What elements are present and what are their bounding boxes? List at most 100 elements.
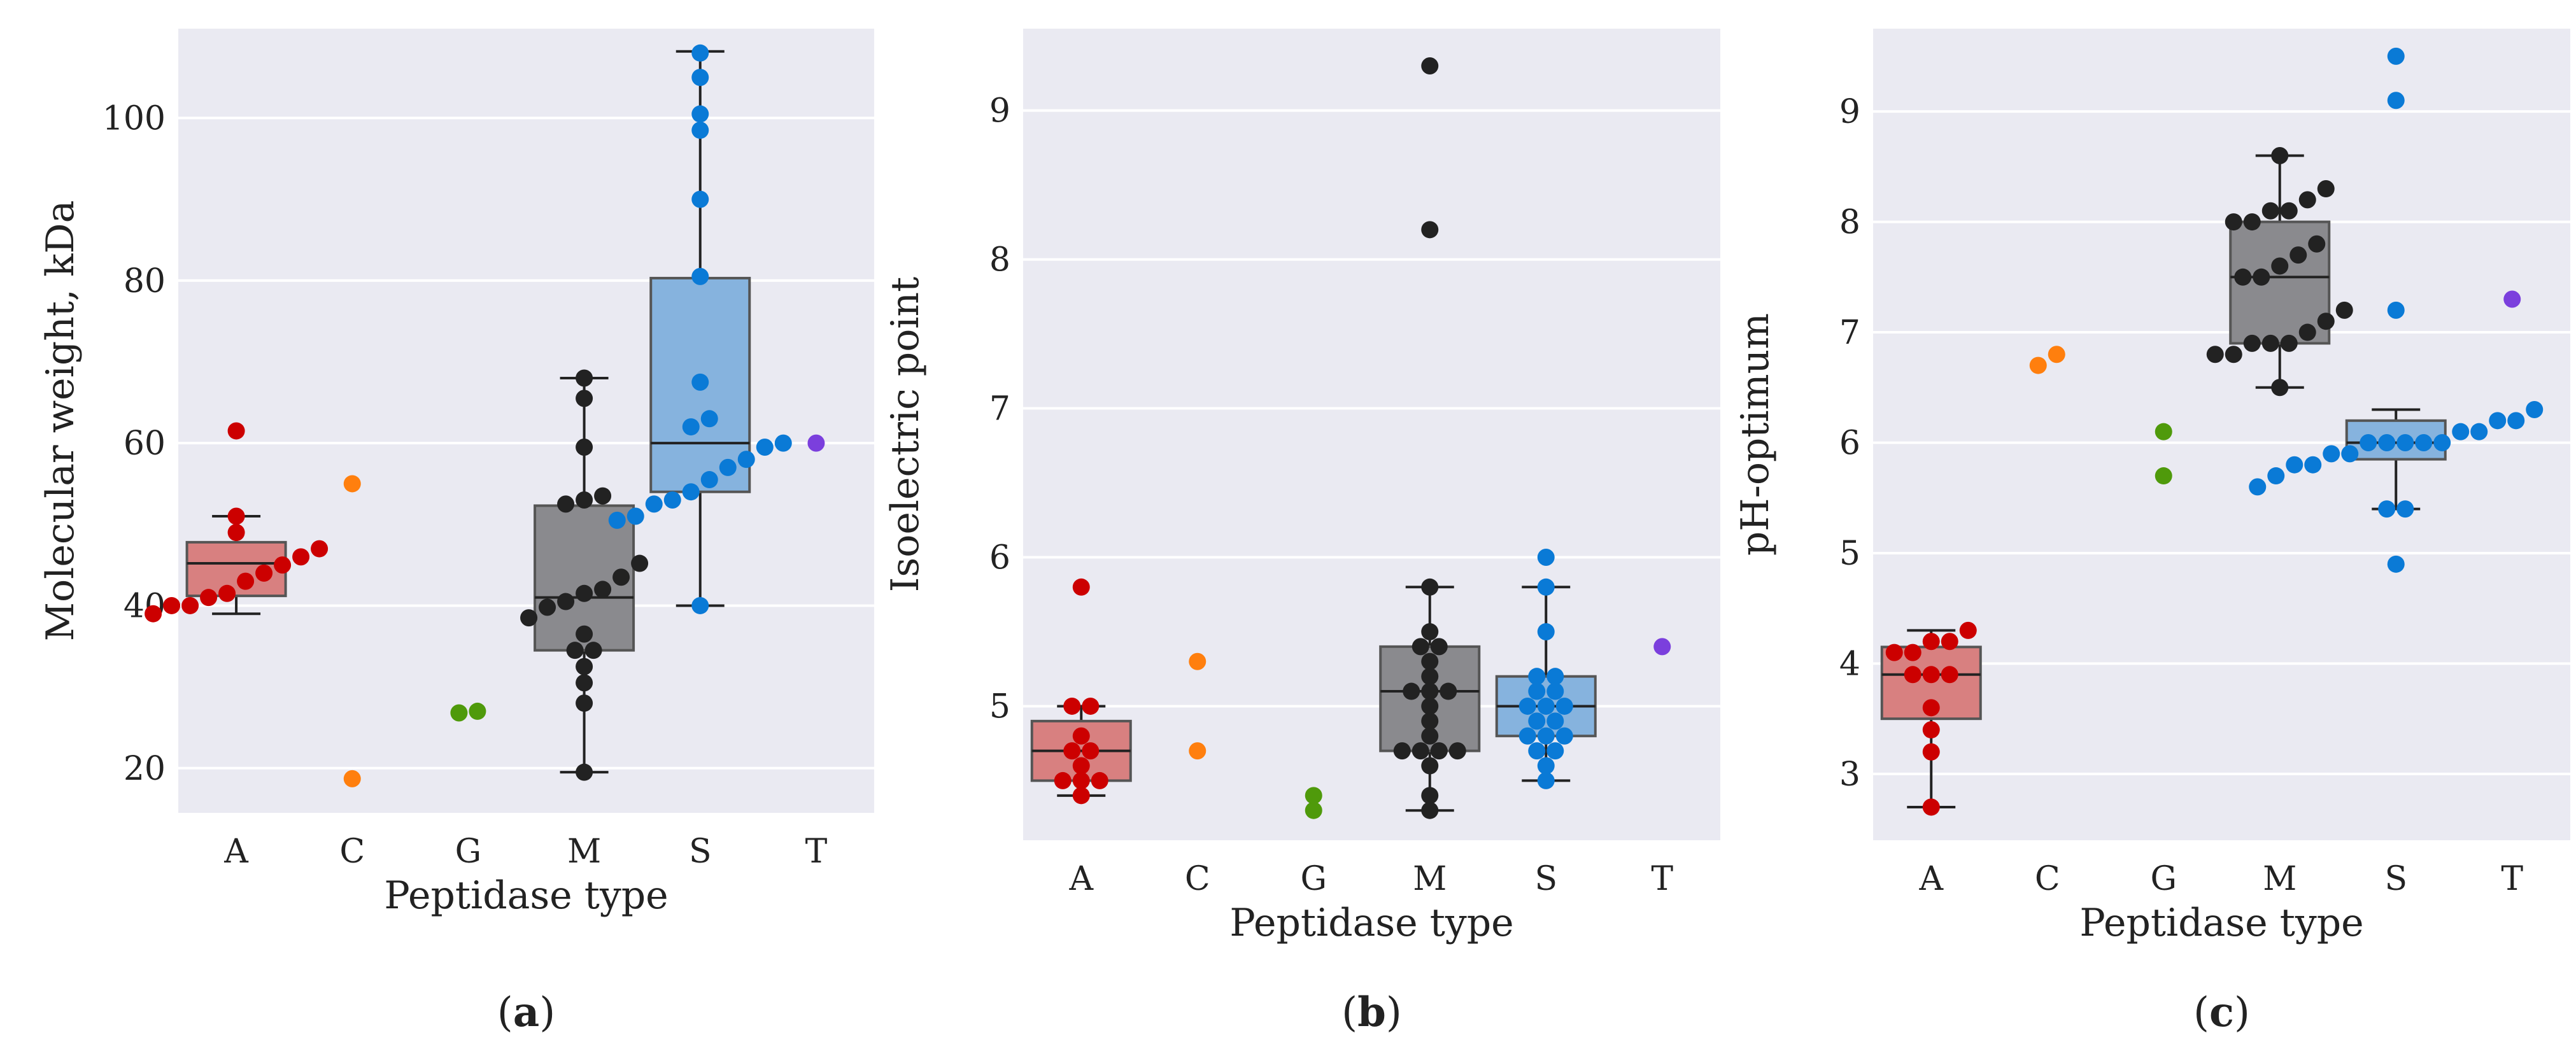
y-tick-label: 80	[124, 262, 166, 300]
y-tick-label: 100	[103, 99, 166, 137]
data-point-M	[1440, 682, 1457, 700]
data-point-S	[691, 190, 709, 208]
x-tick-label: M	[1413, 860, 1447, 898]
data-point-M	[539, 598, 556, 616]
y-tick-label: 9	[989, 92, 1010, 130]
data-point-M	[1393, 742, 1411, 760]
x-tick-label: M	[2263, 860, 2296, 898]
data-point-M	[1412, 742, 1429, 760]
data-point-G	[1305, 801, 1322, 819]
data-point-M	[1421, 757, 1439, 775]
data-point-A	[255, 564, 273, 582]
data-point-A	[1072, 771, 1090, 789]
x-tick-label: T	[2501, 860, 2523, 898]
data-point-M	[1421, 697, 1439, 715]
data-point-S	[2452, 423, 2470, 440]
data-point-S	[2396, 434, 2414, 452]
y-tick-label: 5	[1839, 535, 1860, 573]
data-point-S	[645, 495, 663, 513]
chart-panel-b: 5 6 7 8 9 A C G M S T Peptidase type Isoelectric poi…	[883, 29, 1720, 1036]
data-point-S	[691, 122, 709, 139]
data-point-A	[1063, 697, 1081, 715]
data-point-T	[1653, 638, 1671, 656]
data-point-A	[145, 605, 162, 623]
x-axis-label: Peptidase type	[2079, 901, 2363, 945]
data-point-M	[594, 581, 612, 598]
data-point-S	[691, 69, 709, 87]
data-point-S	[1537, 697, 1555, 715]
y-axis-label: Isoelectric point	[883, 277, 928, 593]
data-point-A	[1072, 787, 1090, 805]
y-axis-label: Molecular weight, kDa	[38, 201, 83, 642]
data-point-A	[1904, 644, 1921, 661]
data-point-A	[1072, 727, 1090, 745]
x-tick-label: G	[455, 833, 482, 871]
data-point-A	[1054, 771, 1072, 789]
data-point-S	[756, 438, 774, 456]
x-tick-label: A	[223, 833, 249, 871]
data-point-M	[2271, 257, 2289, 275]
data-point-M	[2225, 213, 2242, 231]
panel-label: (c)	[2193, 989, 2250, 1036]
data-point-M	[1448, 742, 1466, 760]
data-point-M	[576, 625, 593, 643]
data-point-M	[1421, 801, 1439, 819]
data-point-A	[1922, 743, 1940, 761]
x-tick-label: S	[689, 833, 712, 871]
data-point-M	[1421, 668, 1439, 686]
data-point-A	[1072, 578, 1090, 596]
x-tick-label: C	[339, 833, 365, 871]
data-point-S	[1546, 742, 1564, 760]
data-point-S	[691, 596, 709, 614]
data-point-M	[576, 694, 593, 712]
data-point-M	[576, 658, 593, 675]
plot-background	[1023, 29, 1720, 840]
data-point-M	[2271, 146, 2289, 164]
data-point-S	[1555, 727, 1573, 745]
data-point-M	[2298, 191, 2316, 209]
data-point-S	[1518, 727, 1536, 745]
data-point-A	[200, 589, 218, 607]
data-point-S	[2286, 456, 2304, 474]
data-point-S	[1537, 771, 1555, 789]
data-point-M	[2234, 268, 2252, 286]
data-point-M	[2243, 334, 2261, 352]
data-point-S	[1518, 697, 1536, 715]
data-point-A	[1922, 798, 1940, 816]
x-tick-label: G	[1300, 860, 1327, 898]
data-point-M	[1403, 682, 1420, 700]
data-point-A	[1941, 633, 1958, 651]
data-point-S	[1546, 682, 1564, 700]
data-point-M	[612, 568, 630, 586]
data-point-M	[557, 593, 575, 610]
data-point-A	[181, 596, 199, 614]
data-point-S	[700, 410, 718, 428]
data-point-T	[2503, 290, 2521, 308]
data-point-M	[2243, 213, 2261, 231]
data-point-S	[2387, 47, 2405, 65]
data-point-S	[663, 491, 681, 509]
data-point-S	[2507, 412, 2525, 430]
data-point-M	[1421, 652, 1439, 670]
data-point-S	[2433, 434, 2451, 452]
x-tick-label: A	[1068, 860, 1094, 898]
data-point-S	[700, 471, 718, 489]
data-point-A	[1922, 633, 1940, 651]
data-point-A	[1904, 666, 1921, 684]
data-point-S	[1546, 668, 1564, 686]
data-point-G	[2155, 467, 2172, 485]
data-point-S	[626, 507, 644, 525]
x-axis-label: Peptidase type	[1229, 901, 1513, 945]
x-tick-label: C	[2035, 860, 2060, 898]
data-point-S	[2267, 467, 2285, 485]
data-point-S	[2415, 434, 2433, 452]
data-point-M	[2308, 235, 2326, 253]
data-point-M	[576, 491, 593, 509]
data-point-S	[2526, 400, 2544, 418]
data-point-A	[218, 584, 236, 602]
data-point-M	[584, 642, 602, 659]
x-tick-label: G	[2150, 860, 2177, 898]
x-tick-label: C	[1185, 860, 1210, 898]
data-point-M	[1430, 638, 1448, 656]
